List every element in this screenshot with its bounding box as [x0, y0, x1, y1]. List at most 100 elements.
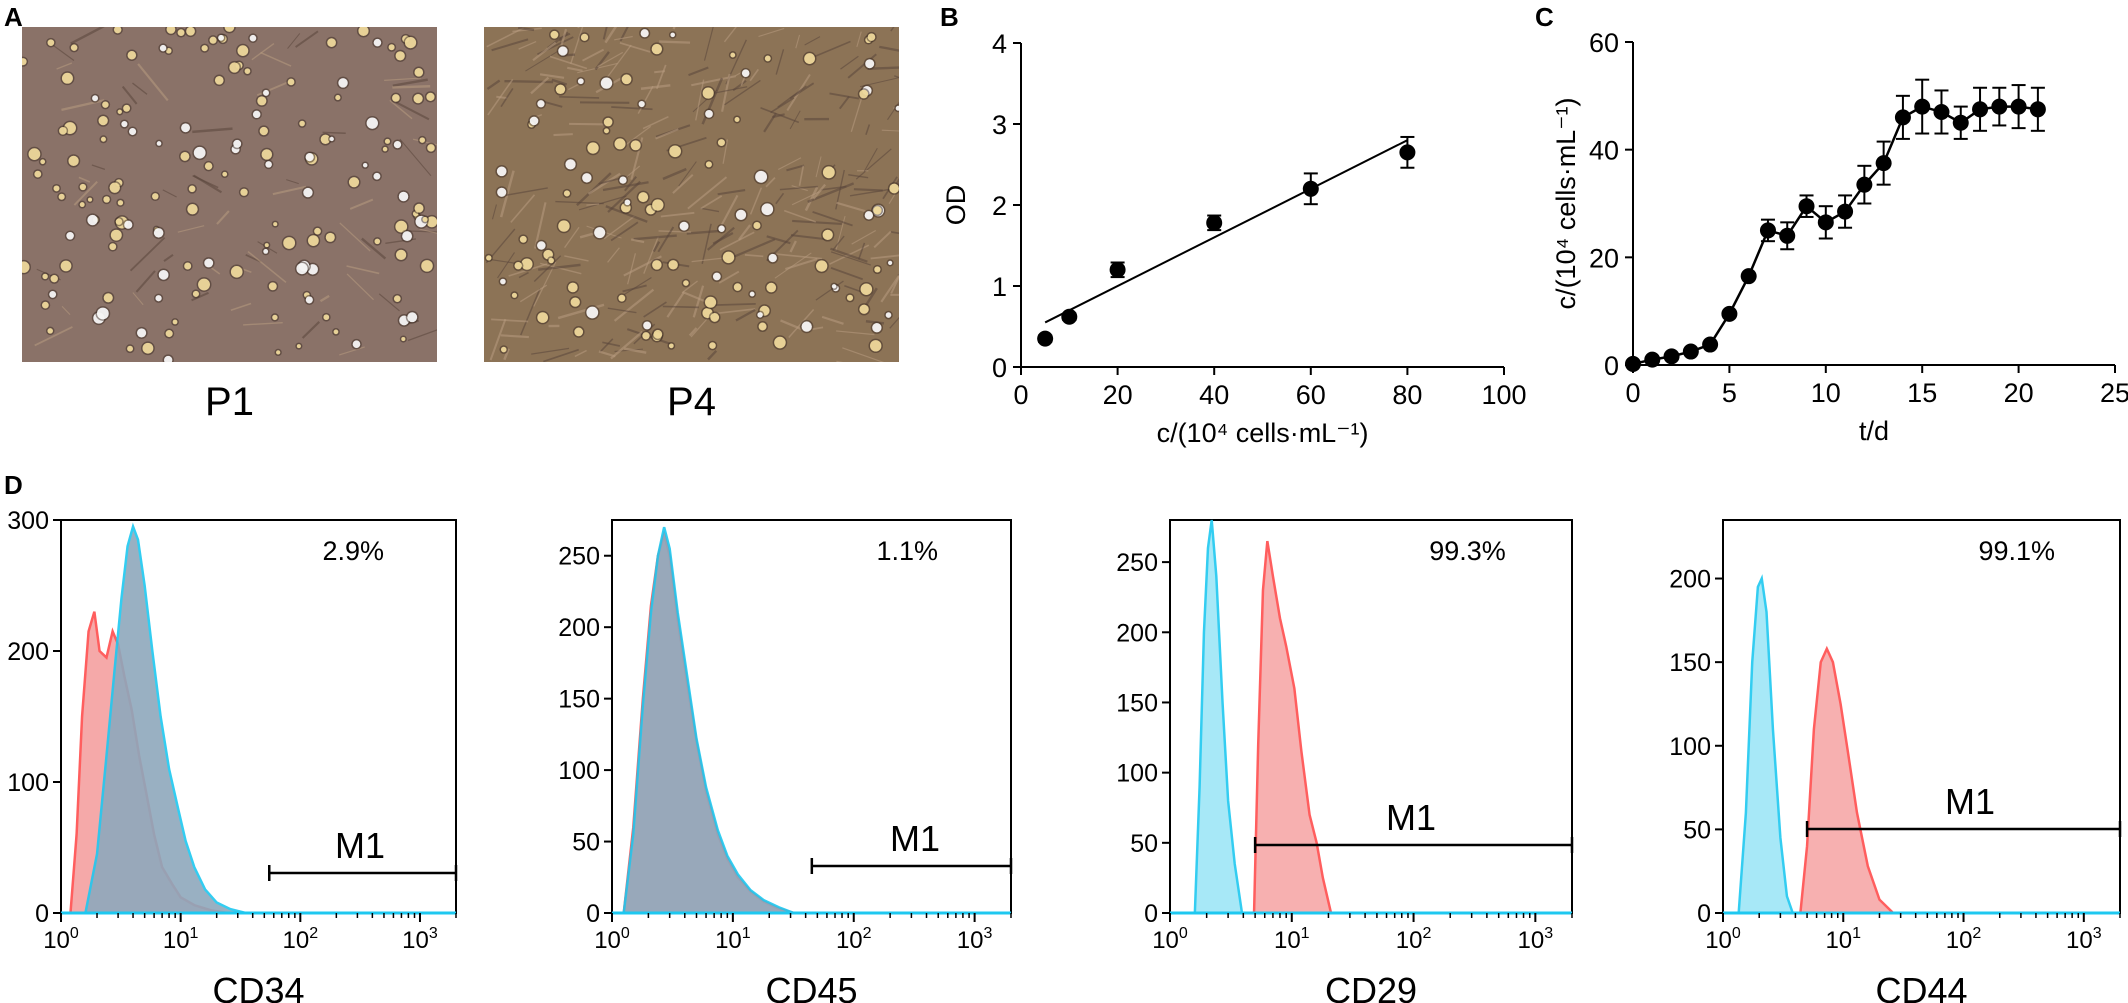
y-axis-label: c/(10⁴ cells·mL⁻¹)	[1551, 98, 1581, 310]
x-tick-label: 40	[1199, 380, 1229, 410]
data-point	[1991, 98, 2008, 115]
gate-m1-label: M1	[335, 825, 385, 866]
y-tick-label: 200	[558, 614, 600, 642]
percent-label: 1.1%	[876, 536, 938, 566]
x-tick-label: 0	[1013, 380, 1028, 410]
x-tick-label: 101	[715, 925, 751, 954]
x-tick-exponent: 2	[863, 925, 872, 942]
panel-letter-d: D	[4, 470, 23, 500]
panel-letter-b: B	[940, 2, 959, 32]
y-axis-label: OD	[941, 185, 971, 226]
series-line	[1632, 105, 2039, 366]
x-tick-exponent: 3	[984, 925, 993, 942]
x-tick-exponent: 1	[1852, 925, 1861, 942]
data-point	[1644, 351, 1661, 368]
data-point	[1702, 336, 1719, 353]
x-tick-label: 20	[2004, 378, 2034, 408]
x-tick-label: 100	[1705, 925, 1741, 954]
x-axis-label: CD45	[765, 970, 857, 1003]
y-tick-label: 150	[1116, 689, 1158, 717]
y-tick-label: 40	[1589, 136, 1619, 166]
histogram-series-2	[1799, 645, 1897, 915]
y-tick-label: 100	[7, 769, 49, 797]
data-point	[2029, 101, 2046, 118]
x-tick-label: 100	[1152, 925, 1188, 954]
y-tick-label: 0	[35, 900, 49, 928]
data-point	[1625, 355, 1641, 372]
y-tick-label: 4	[992, 29, 1007, 59]
x-axis-label: CD44	[1875, 970, 1967, 1003]
x-tick-label: 103	[1518, 925, 1554, 954]
x-tick-exponent: 2	[1972, 925, 1981, 942]
y-tick-label: 60	[1589, 28, 1619, 58]
y-tick-label: 50	[1683, 816, 1711, 844]
x-axis-label: CD29	[1325, 970, 1417, 1003]
y-tick-label: 100	[558, 757, 600, 785]
y-tick-label: 250	[558, 543, 600, 571]
x-axis-label: c/(10⁴ cells·mL⁻¹)	[1157, 418, 1369, 448]
x-tick-exponent: 0	[1732, 925, 1741, 942]
micrograph-p1-label: P1	[205, 380, 254, 424]
data-point	[1914, 98, 1931, 115]
x-tick-exponent: 0	[70, 925, 79, 942]
x-tick-label: 103	[2066, 925, 2102, 954]
y-tick-label: 100	[1669, 733, 1711, 761]
gate-m1-label: M1	[1386, 797, 1436, 838]
data-point	[1875, 155, 1892, 172]
chart-B: 0 20 40 60 80 100 0 1 2 3 4 c/(10⁴ cells·mL⁻¹) OD	[941, 29, 1527, 448]
micrograph-p1	[22, 27, 437, 362]
y-tick-label: 200	[7, 638, 49, 666]
percent-label: 99.1%	[1978, 536, 2055, 566]
panel-letter-c: C	[1535, 2, 1554, 32]
y-tick-label: 300	[7, 507, 49, 535]
y-tick-label: 200	[1669, 566, 1711, 594]
histogram-series-2	[83, 522, 247, 915]
data-point	[1759, 222, 1776, 239]
x-tick-label: 25	[2100, 378, 2128, 408]
y-tick-label: 0	[1697, 900, 1711, 928]
data-point	[1856, 176, 1873, 193]
data-point	[1061, 308, 1078, 325]
histogram-series-1	[1737, 574, 1795, 915]
histogram-series-2	[1252, 540, 1333, 915]
y-tick-label: 250	[1116, 549, 1158, 577]
x-tick-exponent: 2	[309, 925, 318, 942]
x-tick-exponent: 3	[1544, 925, 1553, 942]
data-point	[1837, 203, 1854, 220]
data-point	[1302, 180, 1319, 197]
y-tick-label: 150	[558, 686, 600, 714]
y-tick-label: 50	[572, 829, 600, 857]
data-point	[1817, 214, 1834, 231]
gate-m1-label: M1	[890, 818, 940, 859]
x-tick-label: 102	[836, 925, 872, 954]
x-tick-label: 103	[957, 925, 993, 954]
y-tick-label: 150	[1669, 649, 1711, 677]
x-tick-label: 102	[1396, 925, 1432, 954]
data-point	[1740, 268, 1757, 285]
x-tick-exponent: 2	[1422, 925, 1431, 942]
data-point	[1037, 330, 1054, 347]
data-point	[1952, 114, 1969, 131]
y-tick-label: 0	[586, 900, 600, 928]
histogram-series-1	[1193, 519, 1244, 915]
y-tick-label: 50	[1130, 830, 1158, 858]
x-tick-label: 60	[1296, 380, 1326, 410]
x-tick-label: 0	[1625, 378, 1640, 408]
data-point	[1972, 101, 1989, 118]
y-tick-label: 100	[1116, 760, 1158, 788]
y-tick-label: 0	[1604, 351, 1619, 381]
gate-m1-label: M1	[1945, 781, 1995, 822]
x-axis-label: t/d	[1859, 416, 1889, 446]
percent-label: 99.3%	[1429, 536, 1506, 566]
micrograph-p4-label: P4	[667, 380, 716, 424]
x-tick-label: 101	[163, 925, 199, 954]
y-tick-label: 0	[992, 353, 1007, 383]
x-tick-label: 101	[1274, 925, 1310, 954]
data-point	[2010, 98, 2027, 115]
x-tick-label: 20	[1103, 380, 1133, 410]
y-tick-label: 3	[992, 110, 1007, 140]
y-tick-label: 20	[1589, 243, 1619, 273]
